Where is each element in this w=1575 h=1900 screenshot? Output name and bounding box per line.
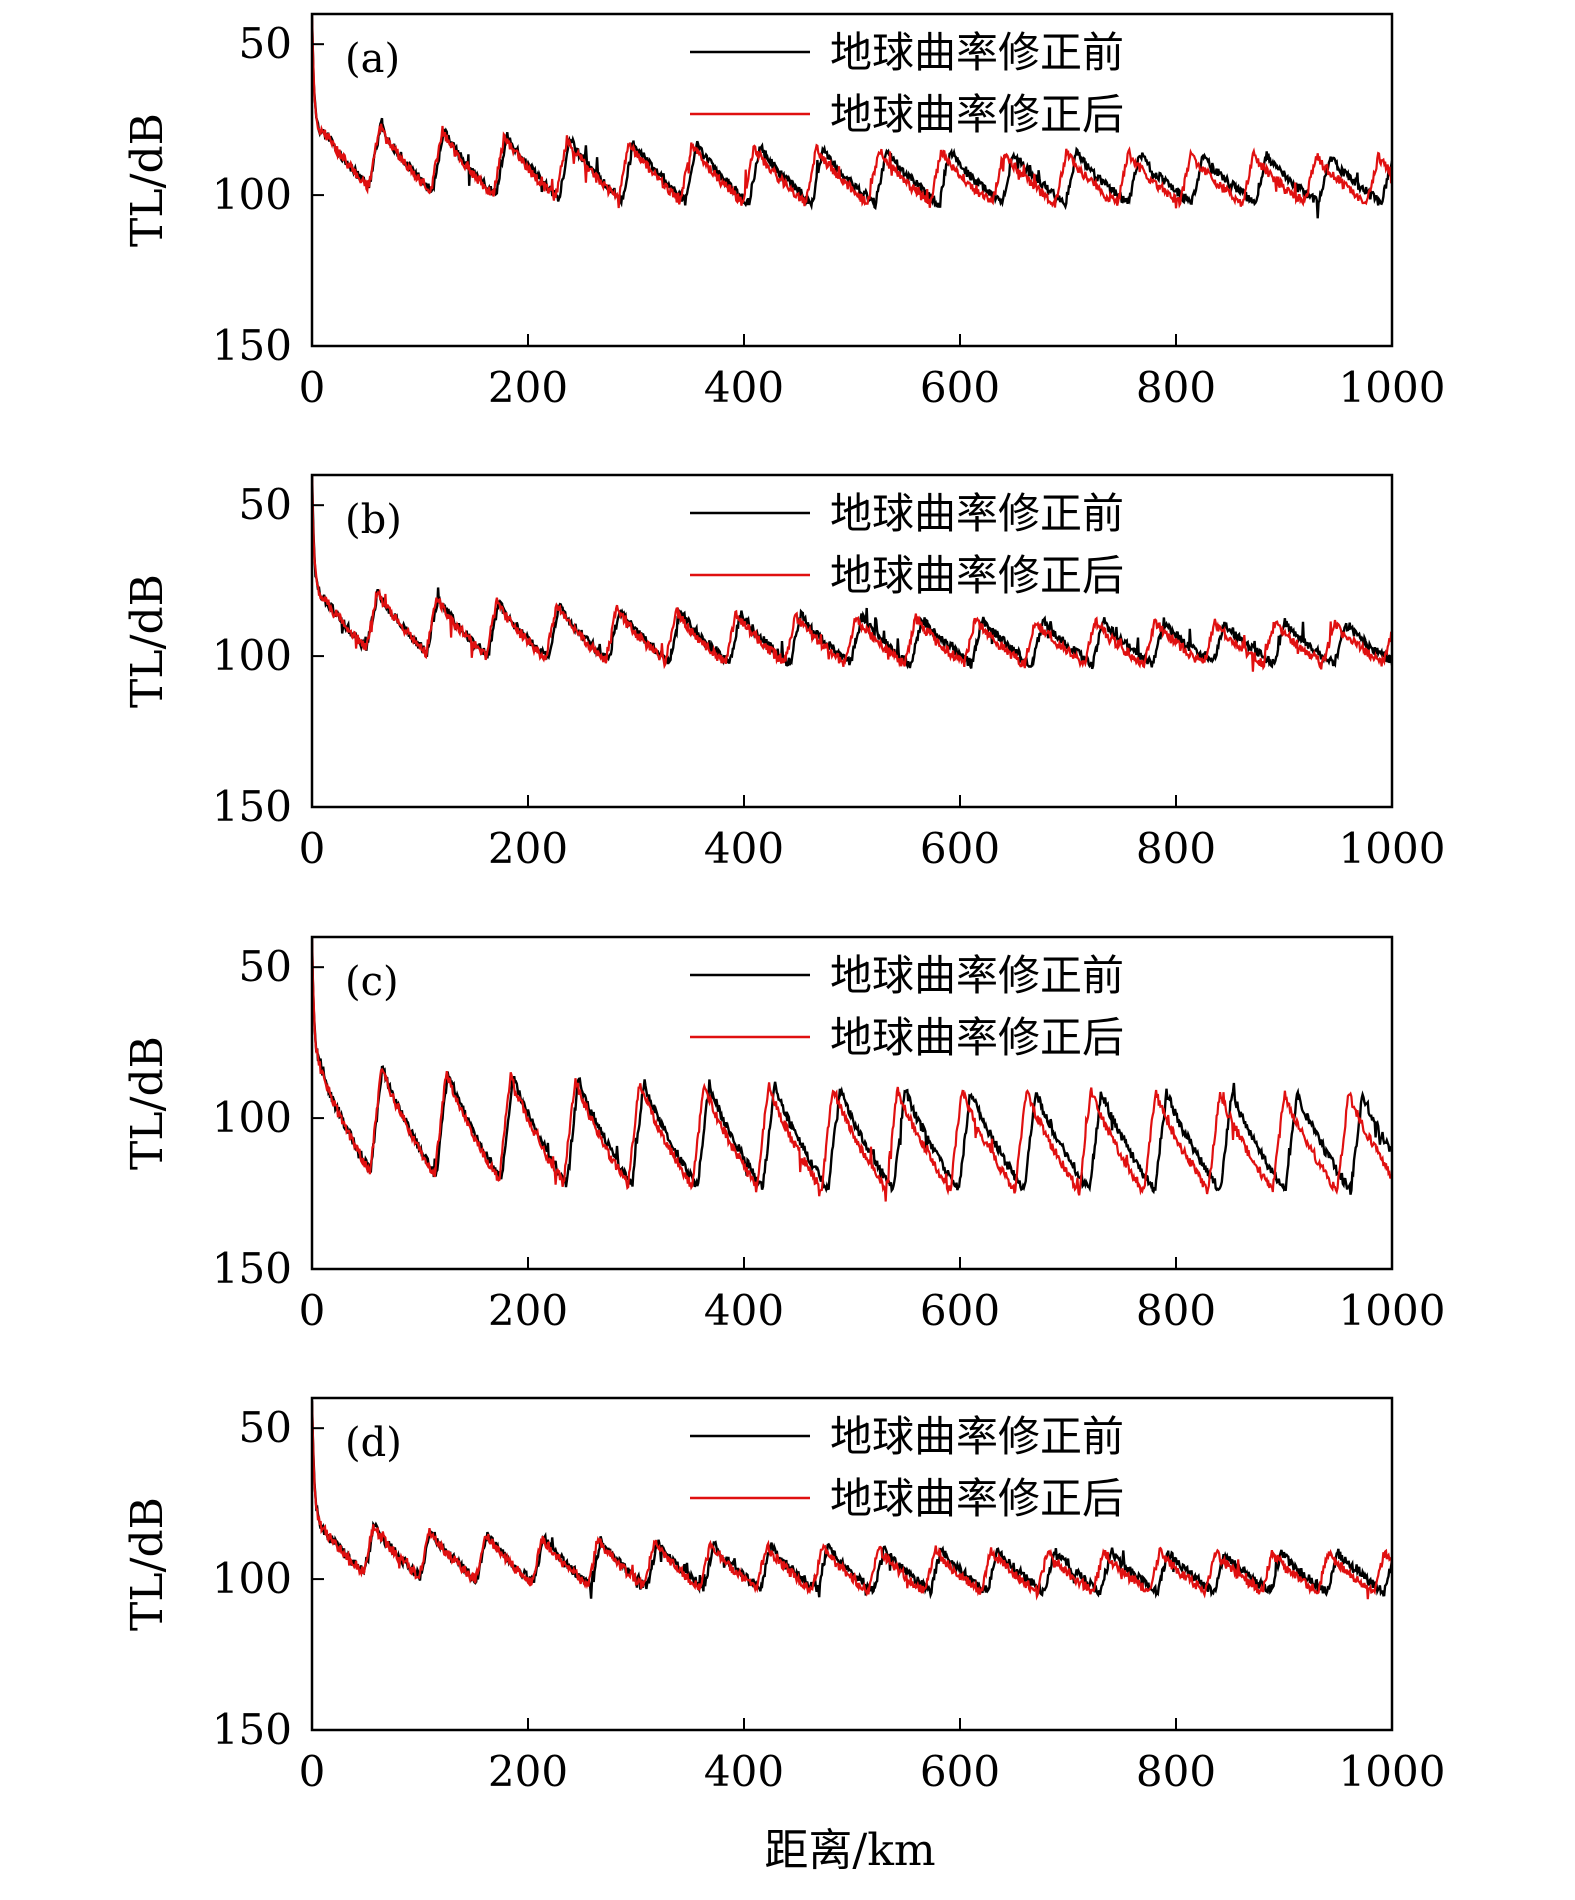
x-tick-label: 1000	[1339, 1747, 1446, 1796]
x-tick-label: 200	[488, 363, 568, 412]
legend-label: 地球曲率修正前	[830, 489, 1124, 538]
panel-label: (c)	[345, 959, 399, 1005]
x-tick-label: 400	[704, 824, 784, 873]
x-tick-label: 200	[488, 1286, 568, 1335]
x-tick-label: 1000	[1339, 363, 1446, 412]
plot-frame	[310, 935, 1394, 1271]
y-tick-label: 50	[239, 1403, 292, 1452]
y-tick-label: 50	[239, 480, 292, 529]
plot-frame	[310, 12, 1394, 348]
x-tick-label: 0	[299, 363, 326, 412]
x-tick-label: 1000	[1339, 1286, 1446, 1335]
x-tick-label: 800	[1136, 1286, 1216, 1335]
series-line-after	[312, 937, 1392, 1202]
legend-label: 地球曲率修正前	[830, 1412, 1124, 1461]
panel-c: 0 200 400 600 800 1000 50 100 150 TL/dB (c) 地球曲率修正前…	[122, 935, 1446, 1335]
y-tick-label: 100	[212, 170, 292, 219]
x-tick-label: 600	[920, 363, 1000, 412]
plot-frame	[310, 1396, 1394, 1732]
x-tick-label: 800	[1136, 1747, 1216, 1796]
panel-label: (d)	[345, 1420, 402, 1466]
x-tick-label: 400	[704, 363, 784, 412]
y-axis-label: TL/dB	[122, 574, 173, 708]
series-line-after	[312, 475, 1392, 672]
y-tick-label: 50	[239, 19, 292, 68]
x-tick-label: 0	[299, 1747, 326, 1796]
panel-b: 0 200 400 600 800 1000 50 100 150 TL/dB (b) 地球曲率修正前…	[122, 473, 1446, 873]
x-tick-label: 800	[1136, 363, 1216, 412]
y-axis-label: TL/dB	[122, 1497, 173, 1631]
y-tick-label: 100	[212, 1093, 292, 1142]
series-line-after	[312, 1401, 1392, 1601]
panel-d: 0 200 400 600 800 1000 50 100 150 TL/dB (d) 地球曲率修正前…	[122, 1396, 1446, 1796]
x-tick-label: 400	[704, 1286, 784, 1335]
x-tick-label: 600	[920, 824, 1000, 873]
plot-frame	[310, 473, 1394, 809]
x-tick-label: 400	[704, 1747, 784, 1796]
x-tick-label: 200	[488, 1747, 568, 1796]
panel-label: (b)	[345, 497, 402, 543]
legend-label: 地球曲率修正后	[830, 90, 1124, 139]
legend-label: 地球曲率修正后	[830, 1474, 1124, 1523]
y-tick-label: 150	[212, 321, 292, 370]
series-line-before	[312, 475, 1392, 670]
y-tick-label: 150	[212, 1244, 292, 1293]
x-tick-label: 0	[299, 1286, 326, 1335]
series-line-before	[312, 1400, 1392, 1600]
y-tick-label: 150	[212, 1705, 292, 1754]
panel-a: 0 200 400 600 800 1000 50 100 150 TL/dB (a) 地球曲率修正前…	[122, 12, 1446, 412]
legend-label: 地球曲率修正前	[830, 28, 1124, 77]
x-tick-label: 1000	[1339, 824, 1446, 873]
legend-label: 地球曲率修正后	[830, 1013, 1124, 1062]
y-axis-label: TL/dB	[122, 1036, 173, 1170]
x-tick-label: 800	[1136, 824, 1216, 873]
x-tick-label: 0	[299, 824, 326, 873]
y-tick-label: 100	[212, 1554, 292, 1603]
y-tick-label: 100	[212, 631, 292, 680]
y-tick-label: 150	[212, 782, 292, 831]
x-tick-label: 200	[488, 824, 568, 873]
legend-label: 地球曲率修正前	[830, 951, 1124, 1000]
panel-label: (a)	[345, 36, 400, 82]
x-tick-label: 600	[920, 1747, 1000, 1796]
x-tick-label: 600	[920, 1286, 1000, 1335]
legend-label: 地球曲率修正后	[830, 551, 1124, 600]
y-axis-label: TL/dB	[122, 113, 173, 247]
series-line-after	[312, 15, 1392, 209]
x-axis-label: 距离/km	[764, 1825, 935, 1876]
y-tick-label: 50	[239, 942, 292, 991]
